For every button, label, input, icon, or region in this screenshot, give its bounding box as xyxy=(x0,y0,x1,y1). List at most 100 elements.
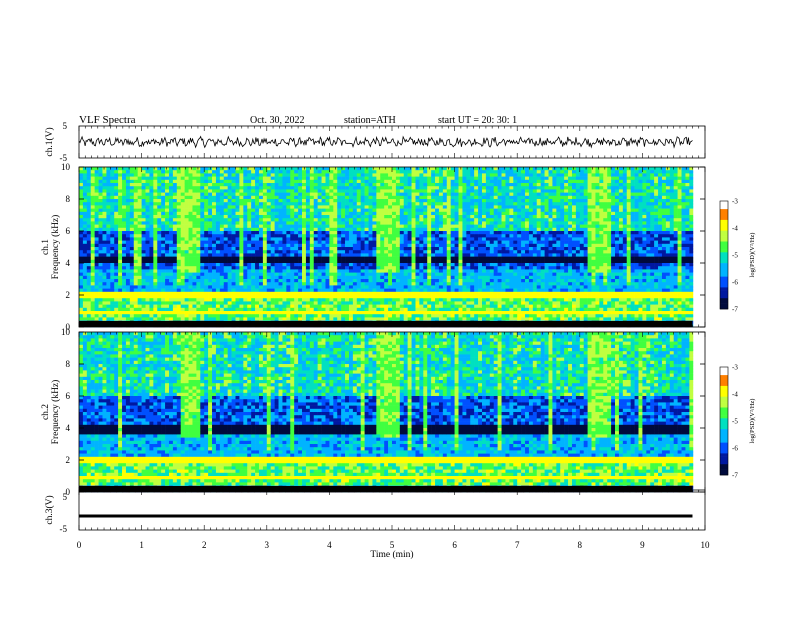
spectrogram-cell xyxy=(278,224,283,229)
spectrogram-cell xyxy=(98,282,103,286)
spectrogram-cell xyxy=(188,179,193,184)
spectrogram-cell xyxy=(86,259,92,264)
spectrogram-cell xyxy=(176,317,182,321)
spectrogram-cell xyxy=(215,301,221,305)
spectrogram-cell xyxy=(137,199,142,203)
spectrogram-cell xyxy=(141,189,146,193)
spectrogram-cell xyxy=(86,221,92,225)
spectrogram-cell xyxy=(415,176,420,181)
spectrogram-cell xyxy=(212,221,217,225)
spectrogram-cell xyxy=(165,202,170,206)
spectrogram-cell xyxy=(345,189,350,193)
spectrogram-cell xyxy=(243,231,248,235)
spectrogram-cell xyxy=(235,186,240,190)
spectrogram-cell xyxy=(122,266,127,270)
spectrogram-cell xyxy=(313,202,318,206)
spectrogram-cell xyxy=(227,170,232,174)
spectrogram-cell xyxy=(333,221,338,225)
spectrogram-cell xyxy=(137,237,142,241)
spectrogram-cell xyxy=(368,205,373,209)
spectrogram-cell xyxy=(388,295,393,299)
spectrogram-cell xyxy=(251,275,256,280)
spectrogram-cell xyxy=(149,199,154,203)
spectrogram-cell xyxy=(435,259,440,264)
spectrogram-cell xyxy=(317,275,322,280)
spectrogram-cell xyxy=(411,304,416,309)
spectrogram-cell xyxy=(196,295,201,299)
spectrogram-cell xyxy=(325,221,330,225)
spectrogram-cell xyxy=(294,269,299,273)
spectrogram-cell xyxy=(372,272,377,277)
spectrogram-cell xyxy=(313,259,318,264)
spectrogram-cell xyxy=(352,208,358,213)
spectrogram-cell xyxy=(118,237,123,241)
spectrogram-cell xyxy=(388,208,393,213)
spectrogram-cell xyxy=(337,195,342,200)
spectrogram-cell xyxy=(219,279,225,283)
spectrogram-cell xyxy=(313,186,318,190)
spectrogram-cell xyxy=(435,240,440,245)
spectrogram-cell xyxy=(407,250,412,254)
spectrogram-cell xyxy=(243,304,248,309)
spectrogram-cell xyxy=(384,202,389,206)
spectrogram-cell xyxy=(345,211,350,216)
spectrogram-cell xyxy=(157,208,162,213)
spectrogram-cell xyxy=(200,285,205,289)
spectrogram-cell xyxy=(110,311,115,315)
spectrogram-cell xyxy=(243,282,248,286)
spectrogram-cell xyxy=(450,266,455,270)
spectrogram-cell xyxy=(161,266,166,270)
spectrogram-cell xyxy=(384,298,389,302)
spectrogram-cell xyxy=(337,291,342,296)
spectrogram-cell xyxy=(86,215,92,219)
spectrogram-cell xyxy=(388,298,393,302)
spectrogram-cell xyxy=(219,224,225,229)
spectrogram-cell xyxy=(407,179,412,184)
spectrogram-cell xyxy=(309,269,315,273)
spectrogram-cell xyxy=(90,195,95,200)
spectrogram-cell xyxy=(188,211,193,216)
spectrogram-cell xyxy=(243,295,248,299)
spectrogram-cell xyxy=(427,199,432,203)
spectrogram-cell xyxy=(125,179,131,184)
spectrogram-cell xyxy=(161,291,166,296)
spectrogram-cell xyxy=(243,215,248,219)
spectrogram-cell xyxy=(419,202,424,206)
spectrogram-cell xyxy=(356,211,361,216)
spectrogram-cell xyxy=(368,272,373,277)
spectrogram-cell xyxy=(415,250,420,254)
spectrogram-cell xyxy=(419,263,424,267)
spectrogram-cell xyxy=(110,285,115,289)
spectrogram-cell xyxy=(200,295,205,299)
spectrogram-cell xyxy=(149,231,154,235)
spectrogram-cell xyxy=(392,279,397,283)
spectrogram-cell xyxy=(168,295,174,299)
spectrogram-cell xyxy=(462,205,467,209)
spectrogram-cell xyxy=(258,314,264,318)
spectrogram-cell xyxy=(208,272,213,277)
spectrogram-cell xyxy=(243,275,248,280)
spectrogram-cell xyxy=(90,275,95,280)
spectrogram-cell xyxy=(450,218,455,222)
spectrogram-cell xyxy=(399,227,405,232)
spectrogram-cell xyxy=(431,291,436,296)
spectrogram-cell xyxy=(161,218,166,222)
spectrogram-cell xyxy=(411,243,416,248)
spectrogram-cell xyxy=(399,211,405,216)
spectrogram-cell xyxy=(161,253,166,257)
spectrogram-cell xyxy=(239,192,244,197)
spectrogram-cell xyxy=(82,218,88,222)
spectrogram-cell xyxy=(149,291,154,296)
spectrogram-cell xyxy=(208,275,213,280)
spectrogram-cell xyxy=(86,266,92,270)
spectrogram-cell xyxy=(227,272,232,277)
spectrogram-cell xyxy=(110,189,115,193)
spectrogram-cell xyxy=(372,291,377,296)
spectrogram-cell xyxy=(196,224,201,229)
spectrogram-cell xyxy=(298,173,303,177)
spectrogram-cell xyxy=(309,195,315,200)
spectrogram-cell xyxy=(102,231,107,235)
spectrogram-cell xyxy=(411,317,416,321)
spectrogram-cell xyxy=(235,301,240,305)
spectrogram-cell xyxy=(251,183,256,187)
